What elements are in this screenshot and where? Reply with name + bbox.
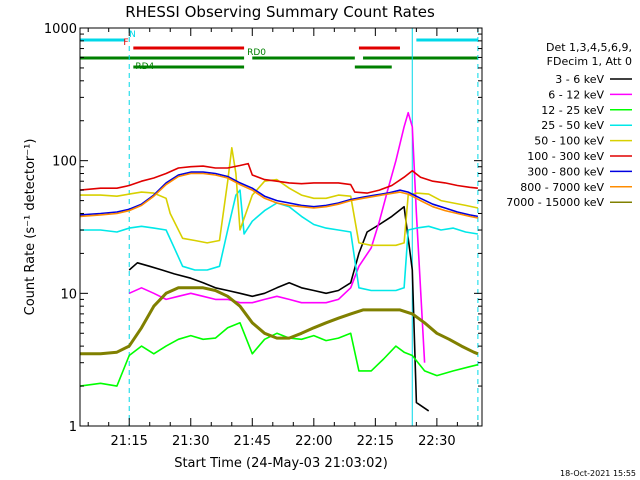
series-line-9 — [80, 286, 479, 356]
legend-entry-label: 7000 - 15000 keV — [506, 196, 604, 209]
y-tick-label: 1 — [69, 420, 77, 435]
legend-header-line: Det 1,3,4,5,6,9, — [546, 41, 632, 54]
series-line-8 — [80, 172, 479, 219]
legend-entry-label: 6 - 12 keV — [548, 88, 604, 101]
x-axis-label: Start Time (24-May-03 21:03:02) — [174, 456, 388, 471]
chart-title: RHESSI Observing Summary Count Rates — [125, 3, 435, 21]
y-axis-label: Count Rate (s⁻¹ detector⁻¹) — [23, 139, 38, 316]
legend-entry-label: 50 - 100 keV — [534, 135, 604, 148]
series-line-6 — [80, 162, 478, 194]
x-tick-label: 21:45 — [234, 434, 271, 449]
x-tick-label: 21:15 — [110, 434, 147, 449]
legend-entry-label: 800 - 7000 keV — [520, 181, 604, 194]
x-tick-label: 22:15 — [357, 434, 394, 449]
legend-entry-label: 300 - 800 keV — [527, 165, 604, 178]
mode-bar-label: F — [123, 38, 128, 48]
y-tick-label: 10 — [60, 287, 77, 302]
mode-bar-label: RD0 — [247, 48, 266, 58]
x-tick-label: 22:30 — [418, 434, 455, 449]
x-tick-label: 21:30 — [172, 434, 209, 449]
legend-entry-label: 25 - 50 keV — [541, 119, 604, 132]
series-line-7 — [80, 171, 479, 218]
series-line-1 — [128, 205, 430, 412]
series-line-5 — [80, 147, 479, 247]
legend-header-line: FDecim 1, Att 0 — [547, 55, 632, 68]
plot-frame — [79, 27, 483, 427]
y-tick-label: 100 — [52, 155, 77, 170]
legend: Det 1,3,4,5,6,9,FDecim 1, Att 0 3 - 6 keV… — [506, 41, 632, 209]
legend-entry-label: 3 - 6 keV — [555, 73, 604, 86]
series-line-2 — [128, 111, 426, 363]
legend-entry-label: 100 - 300 keV — [527, 150, 604, 163]
legend-entry-label: 12 - 25 keV — [541, 104, 604, 117]
footer-timestamp: 18-Oct-2021 15:55 — [560, 469, 636, 478]
mode-bar-label: N — [129, 30, 136, 40]
y-tick-label: 1000 — [44, 22, 77, 37]
mode-bar-label: RD4 — [135, 62, 154, 72]
x-tick-label: 22:00 — [295, 434, 332, 449]
